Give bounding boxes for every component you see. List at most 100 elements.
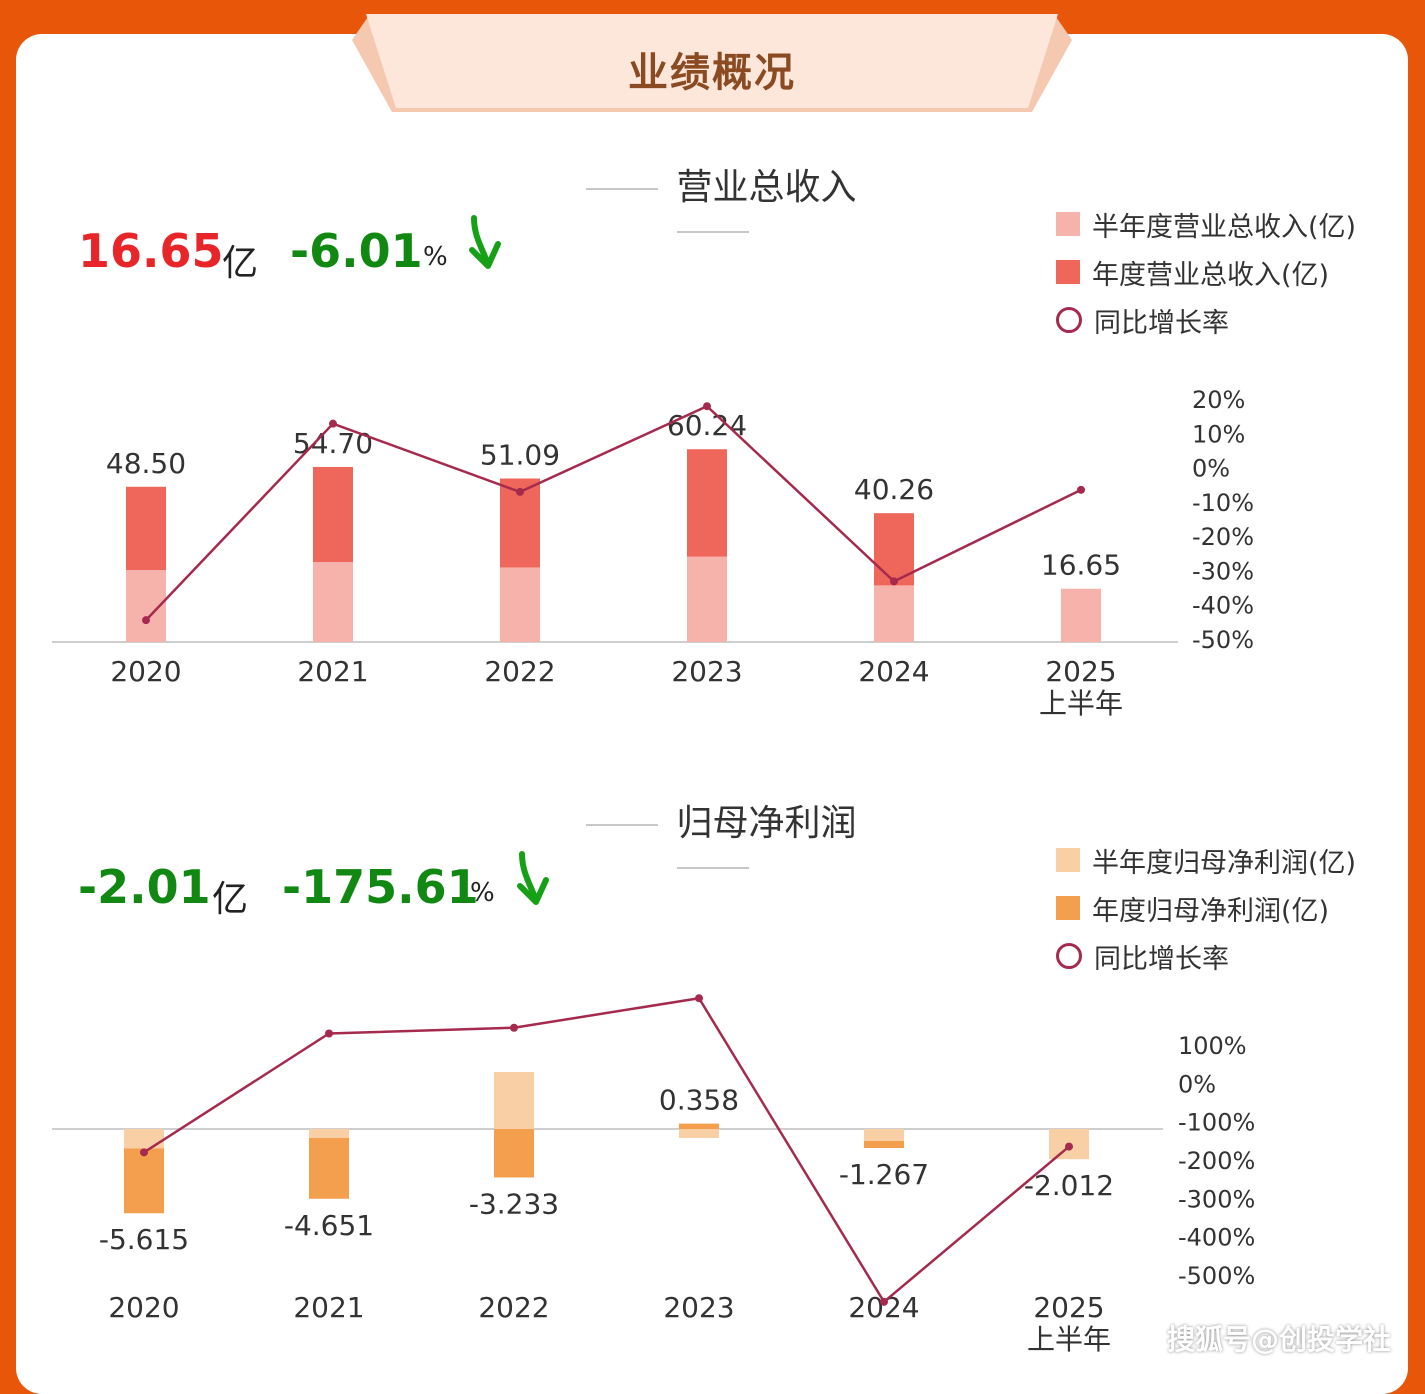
revenue-section-title-text: 营业总收入 <box>676 167 857 208</box>
bar-half-year <box>864 1129 904 1141</box>
page-title: 业绩概况 <box>628 50 796 96</box>
legend-swatch <box>1056 896 1080 920</box>
y2-tick-label: 0% <box>1178 1070 1216 1098</box>
growth-rate-point <box>325 1029 333 1038</box>
down-arrow-icon <box>517 851 549 905</box>
legend-label: 同比增长率 <box>1094 307 1229 339</box>
legend-swatch <box>1056 212 1080 236</box>
x-tick-label: 上半年 <box>1039 687 1123 720</box>
title-divider-left <box>586 188 659 190</box>
growth-rate-point <box>1065 1142 1073 1151</box>
data-label: 40.26 <box>854 473 934 506</box>
bar-half-year <box>874 585 914 642</box>
revenue-legend: 半年度营业总收入(亿) 年度营业总收入(亿) 同比增长率 <box>1056 200 1356 344</box>
profit-kpi-growth: -175.61 <box>282 860 479 914</box>
profit-kpi-growth-unit: % <box>470 878 495 908</box>
profit-legend: 半年度归母净利润(亿) 年度归母净利润(亿) 同比增长率 <box>1056 836 1356 980</box>
growth-rate-point <box>510 1023 518 1032</box>
revenue-chart: 48.50202054.70202151.09202260.24202340.2… <box>52 386 1254 720</box>
bar-half-year <box>494 1072 534 1129</box>
bar-half-year <box>124 1129 164 1149</box>
data-label: 48.50 <box>106 447 186 480</box>
y2-tick-label: -40% <box>1192 592 1254 620</box>
y2-tick-label: -200% <box>1178 1147 1255 1175</box>
y2-tick-label: -20% <box>1192 523 1254 551</box>
growth-rate-point <box>140 1148 148 1157</box>
x-tick-label: 2022 <box>478 1291 549 1324</box>
data-label: 16.65 <box>1041 549 1121 582</box>
profit-section-title-text: 归母净利润 <box>676 803 857 844</box>
data-label: 0.358 <box>659 1084 739 1117</box>
legend-item: 年度归母净利润(亿) <box>1056 884 1356 932</box>
x-tick-label: 2020 <box>108 1291 179 1324</box>
bar-half-year <box>679 1129 719 1138</box>
y2-tick-label: -30% <box>1192 557 1254 585</box>
x-tick-label: 2023 <box>671 655 742 688</box>
x-tick-label: 2025 <box>1045 655 1116 688</box>
data-label: -4.651 <box>284 1209 374 1242</box>
growth-rate-point <box>880 1297 888 1306</box>
legend-ring-icon <box>1056 943 1082 969</box>
x-tick-label: 2021 <box>297 655 368 688</box>
revenue-kpi-unit: 亿 <box>222 243 259 284</box>
legend-label: 年度归母净利润(亿) <box>1092 895 1330 927</box>
bar-annual <box>309 1129 349 1199</box>
y2-tick-label: -500% <box>1178 1262 1255 1290</box>
revenue-section-title: 营业总收入 <box>520 158 905 251</box>
y2-tick-label: -300% <box>1178 1185 1255 1213</box>
y2-tick-label: 100% <box>1178 1032 1247 1060</box>
growth-rate-line <box>145 404 1082 622</box>
x-tick-label: 2024 <box>848 1291 919 1324</box>
x-tick-label: 2020 <box>110 655 181 688</box>
title-divider-right <box>676 231 749 233</box>
legend-item: 同比增长率 <box>1056 296 1356 344</box>
x-tick-label: 2024 <box>858 655 929 688</box>
y2-tick-label: 20% <box>1192 386 1245 414</box>
bar-annual <box>494 1129 534 1178</box>
legend-swatch <box>1056 260 1080 284</box>
y2-tick-label: -100% <box>1178 1109 1255 1137</box>
content-card <box>16 34 1408 1394</box>
bar-annual <box>679 1123 719 1129</box>
profit-kpi-unit: 亿 <box>212 879 249 920</box>
growth-rate-point <box>890 577 898 586</box>
profit-kpi-value: -2.01 <box>78 860 211 914</box>
revenue-kpi-growth-unit: % <box>423 242 448 272</box>
legend-label: 半年度营业总收入(亿) <box>1092 211 1357 243</box>
profit-section-title: 归母净利润 <box>520 794 905 887</box>
watermark: 搜狐号@创投学社 <box>1166 1323 1391 1356</box>
growth-rate-line <box>143 996 1070 1304</box>
y2-tick-label: 0% <box>1192 455 1230 483</box>
data-label: -1.267 <box>839 1158 929 1191</box>
bar-half-year <box>313 562 353 642</box>
x-tick-label: 2021 <box>293 1291 364 1324</box>
legend-swatch <box>1056 848 1080 872</box>
x-tick-label: 2025 <box>1033 1291 1104 1324</box>
growth-rate-point <box>329 419 337 428</box>
bar-half-year <box>500 567 540 642</box>
revenue-kpi-growth: -6.01 <box>290 224 423 278</box>
data-label: 51.09 <box>480 439 560 472</box>
legend-item: 年度营业总收入(亿) <box>1056 248 1356 296</box>
title-divider-right <box>676 867 749 869</box>
legend-item: 同比增长率 <box>1056 932 1356 980</box>
legend-item: 半年度归母净利润(亿) <box>1056 836 1356 884</box>
y2-tick-label: -400% <box>1178 1224 1255 1252</box>
title-divider-left <box>586 824 659 826</box>
revenue-kpi-value: 16.65 <box>78 224 224 278</box>
x-tick-label: 上半年 <box>1027 1323 1111 1356</box>
title-banner <box>352 14 1072 112</box>
y2-tick-label: 10% <box>1192 420 1245 448</box>
y2-tick-label: -50% <box>1192 626 1254 654</box>
data-label: -5.615 <box>99 1223 189 1256</box>
x-tick-label: 2022 <box>484 655 555 688</box>
growth-rate-point <box>1077 485 1085 494</box>
growth-rate-point <box>703 402 711 411</box>
y2-tick-label: -10% <box>1192 489 1254 517</box>
growth-rate-point <box>695 994 703 1003</box>
data-label: -3.233 <box>469 1187 559 1220</box>
bar-half-year <box>1061 588 1101 642</box>
growth-rate-point <box>142 616 150 625</box>
legend-label: 半年度归母净利润(亿) <box>1092 847 1357 879</box>
